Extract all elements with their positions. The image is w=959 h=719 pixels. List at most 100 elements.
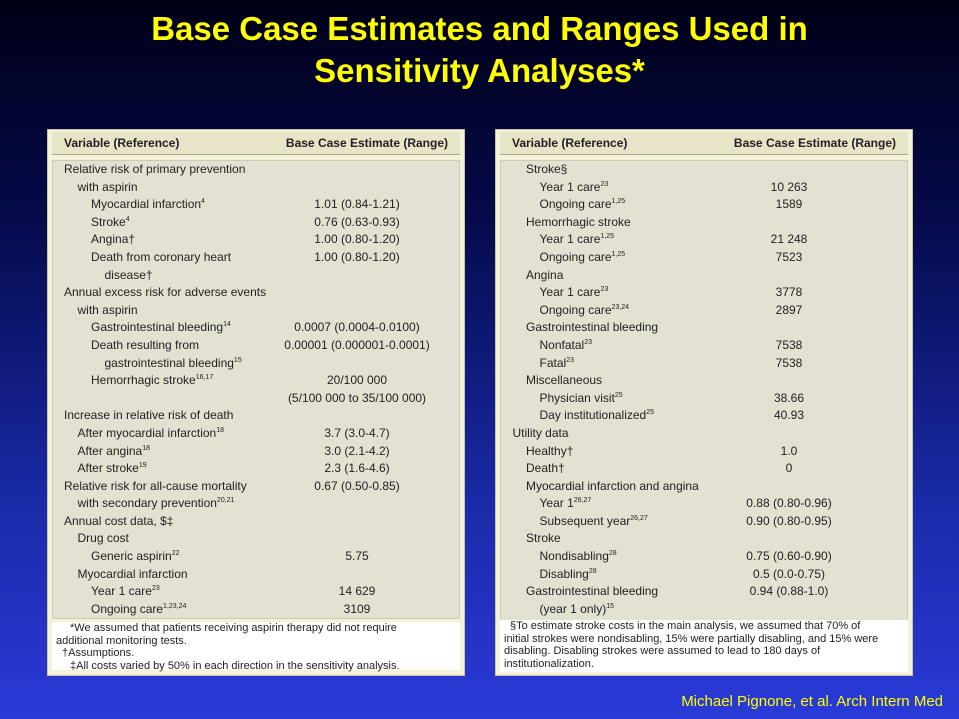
reference-superscript: 23 xyxy=(151,585,160,593)
table-row: Year 1 care23 3778 xyxy=(501,284,907,302)
footnote-line: †Assumptions. xyxy=(62,647,135,659)
footnote-line: §To estimate stroke costs in the main an… xyxy=(510,620,861,632)
row-label: with aspirin xyxy=(77,179,138,194)
left-table-footnotes: *We assumed that patients receiving aspi… xyxy=(52,622,460,672)
row-value: 0.0007 (0.0004-0.0100) xyxy=(294,320,420,335)
row-value: 0.67 (0.50-0.85) xyxy=(314,478,400,493)
row-value: 7538 xyxy=(775,337,803,352)
row-label: Hemorrhagic stroke16,17 xyxy=(91,373,214,388)
row-label: Gastrointestinal bleeding14 xyxy=(91,320,231,335)
slide-title-line-2: Sensitivity Analyses* xyxy=(314,52,645,89)
table-row: Hemorrhagic stroke16,17 20/100 000 xyxy=(53,372,459,390)
row-label: Increase in relative risk of death xyxy=(64,408,234,423)
row-label: Death from coronary heart xyxy=(91,249,232,264)
row-value: 7538 xyxy=(775,355,803,370)
row-value: 20/100 000 xyxy=(326,373,388,388)
row-label: Stroke xyxy=(526,531,561,546)
reference-superscript: 23 xyxy=(600,286,609,294)
table-row: (5/100 000 to 35/100 000) xyxy=(53,390,459,408)
row-value: 5.75 xyxy=(345,549,369,564)
table-row: Relative risk for all-cause mortality 0.6… xyxy=(53,478,459,496)
row-label: Year 1 care1,25 xyxy=(539,232,615,247)
right-table-body: Stroke§ Year 1 care23 10 263 Ongoing care1,… xyxy=(500,160,908,638)
table-row: Year 126,27 0.88 (0.80-0.96) xyxy=(501,495,907,513)
row-label: Healthy† xyxy=(526,443,574,458)
table-row: (year 1 only)15 xyxy=(501,601,907,619)
table-row: Gastrointestinal bleeding 0.94 (0.88-1.0) xyxy=(501,583,907,601)
row-label: Angina† xyxy=(91,232,136,247)
table-row: Utility data xyxy=(501,425,907,443)
row-label: Utility data xyxy=(512,425,569,440)
reference-superscript: 23 xyxy=(600,180,609,188)
row-value: 10 263 xyxy=(770,179,808,194)
row-value: 1.00 (0.80-1.20) xyxy=(314,249,400,264)
table-row: Relative risk of primary prevention xyxy=(53,161,459,179)
variable-column-header: Variable (Reference) xyxy=(64,136,180,150)
footnote-line: initial strokes were nondisabling, 15% w… xyxy=(504,632,879,645)
row-value: 0.94 (0.88-1.0) xyxy=(749,584,829,599)
table-row: Physician visit25 38.66 xyxy=(501,390,907,408)
right-table-header: Variable (Reference) Base Case Estimate … xyxy=(500,132,908,155)
reference-superscript: 25 xyxy=(614,391,623,399)
table-row: Myocardial infarction xyxy=(53,566,459,584)
table-row: Increase in relative risk of death xyxy=(53,407,459,425)
table-row: Year 1 care23 10 263 xyxy=(501,179,907,197)
table-row: Death from coronary heart 1.00 (0.80-1.20… xyxy=(53,249,459,267)
row-label: Myocardial infarction xyxy=(77,566,188,581)
row-label: Stroke4 xyxy=(91,214,130,229)
reference-superscript: 16,17 xyxy=(195,374,214,382)
left-table-header: Variable (Reference) Base Case Estimate … xyxy=(52,132,460,155)
row-label: Ongoing care1,23,24 xyxy=(91,601,187,616)
table-row: Myocardial infarction4 1.01 (0.84-1.21) xyxy=(53,196,459,214)
row-label: Death† xyxy=(526,461,565,476)
row-label: After myocardial infarction18 xyxy=(77,425,225,440)
footnote-line: institutionalization. xyxy=(504,657,594,670)
row-label: Day institutionalized25 xyxy=(539,408,655,423)
reference-superscript: 18 xyxy=(142,444,151,452)
reference-superscript: 28 xyxy=(588,567,597,575)
row-label: Relative risk for all-cause mortality xyxy=(64,478,247,493)
row-label: Myocardial infarction4 xyxy=(91,197,205,212)
reference-superscript: 28 xyxy=(608,550,617,558)
estimate-column-header: Base Case Estimate (Range) xyxy=(285,136,448,150)
row-label: After stroke19 xyxy=(77,461,147,476)
row-label: Gastrointestinal bleeding xyxy=(526,584,659,599)
row-value: 38.66 xyxy=(773,390,805,405)
row-label: Year 126,27 xyxy=(539,496,592,511)
reference-superscript: 15 xyxy=(233,356,242,364)
row-label: Drug cost xyxy=(77,531,129,546)
table-row: Ongoing care23,24 2897 xyxy=(501,302,907,320)
row-value: 1589 xyxy=(775,197,803,212)
table-row: After angina18 3.0 (2.1-4.2) xyxy=(53,443,459,461)
row-label: Miscellaneous xyxy=(526,373,603,388)
citation-credit: Michael Pignone, et al. Arch Intern Med xyxy=(681,693,943,710)
row-label: Generic aspirin22 xyxy=(91,549,180,564)
row-value: 0 xyxy=(785,461,793,476)
table-row: Death† 0 xyxy=(501,460,907,478)
row-value: (5/100 000 to 35/100 000) xyxy=(287,390,427,405)
table-row: Angina xyxy=(501,267,907,285)
row-label: Ongoing care1,25 xyxy=(539,197,626,212)
row-label: Ongoing care23,24 xyxy=(539,302,630,317)
table-row: Angina† 1.00 (0.80-1.20) xyxy=(53,231,459,249)
row-value: 40.93 xyxy=(773,408,805,423)
row-label: Nonfatal23 xyxy=(539,337,593,352)
reference-superscript: 18 xyxy=(216,426,225,434)
table-row: Drug cost xyxy=(53,530,459,548)
row-value: 2.3 (1.6-4.6) xyxy=(324,461,390,476)
reference-superscript: 23 xyxy=(584,338,592,346)
reference-superscript: 23,24 xyxy=(611,303,630,311)
row-label: Subsequent year26,27 xyxy=(539,513,648,528)
table-row: Gastrointestinal bleeding xyxy=(501,319,907,337)
row-value: 1.01 (0.84-1.21) xyxy=(314,197,400,212)
table-row: Day institutionalized25 40.93 xyxy=(501,407,907,425)
reference-superscript: 23 xyxy=(566,356,574,364)
row-label: Annual cost data, $‡ xyxy=(64,513,174,528)
table-row: gastrointestinal bleeding15 xyxy=(53,355,459,373)
row-label: disease† xyxy=(104,267,153,282)
table-row: Ongoing care1,23,24 3109 xyxy=(53,601,459,619)
table-row: After myocardial infarction18 3.7 (3.0-4.… xyxy=(53,425,459,443)
footnote-line: *We assumed that patients receiving aspi… xyxy=(70,622,397,634)
row-label: Angina xyxy=(526,267,564,282)
row-value: 3.0 (2.1-4.2) xyxy=(324,443,390,458)
